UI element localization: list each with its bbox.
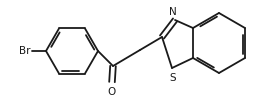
Text: S: S [170,73,176,83]
Text: N: N [169,7,177,17]
Text: O: O [108,87,116,97]
Text: Br: Br [20,46,31,56]
